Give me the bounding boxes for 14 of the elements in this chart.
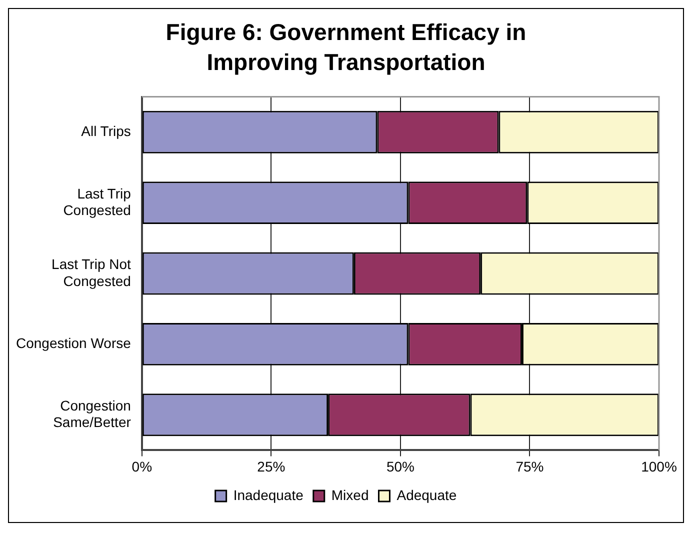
legend-label: Mixed — [331, 486, 369, 503]
y-tick-label: Last Trip Congested — [63, 185, 132, 218]
x-tick-label: 50% — [386, 458, 414, 474]
y-tick-label: Congestion Worse — [16, 335, 132, 352]
x-tick-label: 0% — [132, 458, 152, 474]
y-tick-label: All Trips — [81, 123, 131, 139]
legend-label: Adequate — [396, 486, 457, 503]
y-tick-label: Congestion Same/Better — [53, 397, 132, 430]
x-tick-label: 25% — [257, 458, 286, 474]
y-tick-label: Last Trip Not Congested — [52, 256, 132, 289]
x-tick-label: 75% — [516, 458, 544, 474]
chart-title: Figure 6: Government Efficacy in Improving Transportation — [164, 18, 528, 77]
legend-label: Inadequate — [233, 486, 304, 503]
x-tick-label: 100% — [641, 458, 677, 474]
